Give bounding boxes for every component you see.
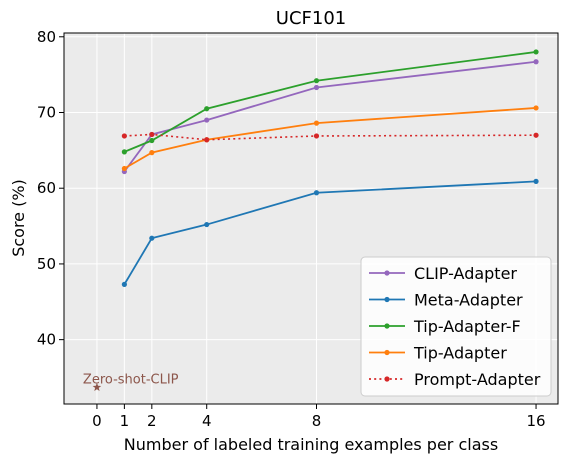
data-point (149, 150, 155, 156)
series-group (121, 49, 539, 287)
legend-marker (384, 296, 390, 303)
x-tick-label: 16 (526, 412, 545, 430)
data-point (121, 165, 127, 172)
data-point (204, 221, 210, 228)
legend-entry: Tip-Adapter (369, 344, 507, 363)
legend-label: Tip-Adapter-F (413, 317, 521, 336)
legend-marker (384, 349, 390, 356)
x-tick-label: 2 (147, 412, 157, 430)
data-point (149, 131, 155, 138)
zero-shot-star-marker (92, 382, 102, 391)
series-prompt-adapter (121, 131, 539, 143)
y-tick-label: 80 (37, 28, 56, 46)
legend-marker (384, 270, 390, 276)
data-point (121, 281, 127, 287)
data-point (533, 132, 539, 138)
legend-label: Prompt-Adapter (414, 370, 541, 389)
x-tick-label: 0 (92, 412, 102, 430)
chart-title: UCF101 (276, 8, 346, 29)
legend-entry: Tip-Adapter-F (369, 317, 521, 336)
legend-marker (384, 323, 390, 329)
data-point (313, 120, 320, 126)
data-point (149, 137, 155, 144)
y-tick-label: 70 (37, 104, 56, 122)
legend-label: CLIP-Adapter (414, 264, 517, 283)
legend-entry: Prompt-Adapter (369, 370, 541, 389)
y-tick-label: 60 (37, 179, 56, 197)
x-axis-ticks: 0 1 2 4 8 16 (92, 404, 546, 430)
legend-entry: Meta-Adapter (369, 291, 523, 310)
data-point (121, 133, 127, 139)
data-point (149, 235, 155, 241)
data-point (204, 106, 210, 112)
data-point (313, 78, 320, 84)
y-tick-label: 40 (37, 331, 56, 349)
x-tick-label: 4 (202, 412, 212, 430)
legend-box (360, 256, 552, 397)
plot-frame (63, 32, 559, 405)
legend-label: Tip-Adapter (413, 344, 507, 363)
data-point (204, 137, 210, 143)
series-line (124, 133, 537, 141)
data-point (121, 149, 127, 155)
data-point (533, 59, 539, 65)
data-point (533, 105, 539, 111)
y-tick-label: 50 (37, 255, 56, 273)
data-point (533, 49, 539, 55)
legend: CLIP-Adapter Meta-Adapter Tip-Adapter-F Tip… (360, 256, 552, 397)
legend-marker (384, 376, 390, 382)
data-point (313, 84, 320, 91)
x-tick-label: 8 (312, 412, 322, 430)
legend-entry: CLIP-Adapter (369, 264, 517, 283)
y-axis-ticks: 40 50 60 70 80 (37, 28, 64, 349)
y-axis-label: Score (%) (9, 179, 28, 257)
annotation-group: Zero-shot-CLIP (83, 372, 179, 391)
data-point (313, 133, 320, 139)
series-meta-adapter (121, 178, 539, 287)
data-point (533, 178, 539, 184)
x-tick-label: 1 (120, 412, 130, 430)
legend-label: Meta-Adapter (414, 291, 523, 310)
x-axis-label: Number of labeled training examples per … (124, 435, 498, 454)
series-tip-adapter-f (121, 49, 539, 155)
data-point (204, 117, 210, 123)
annotation-label: Zero-shot-CLIP (83, 372, 179, 387)
data-point (313, 190, 320, 196)
